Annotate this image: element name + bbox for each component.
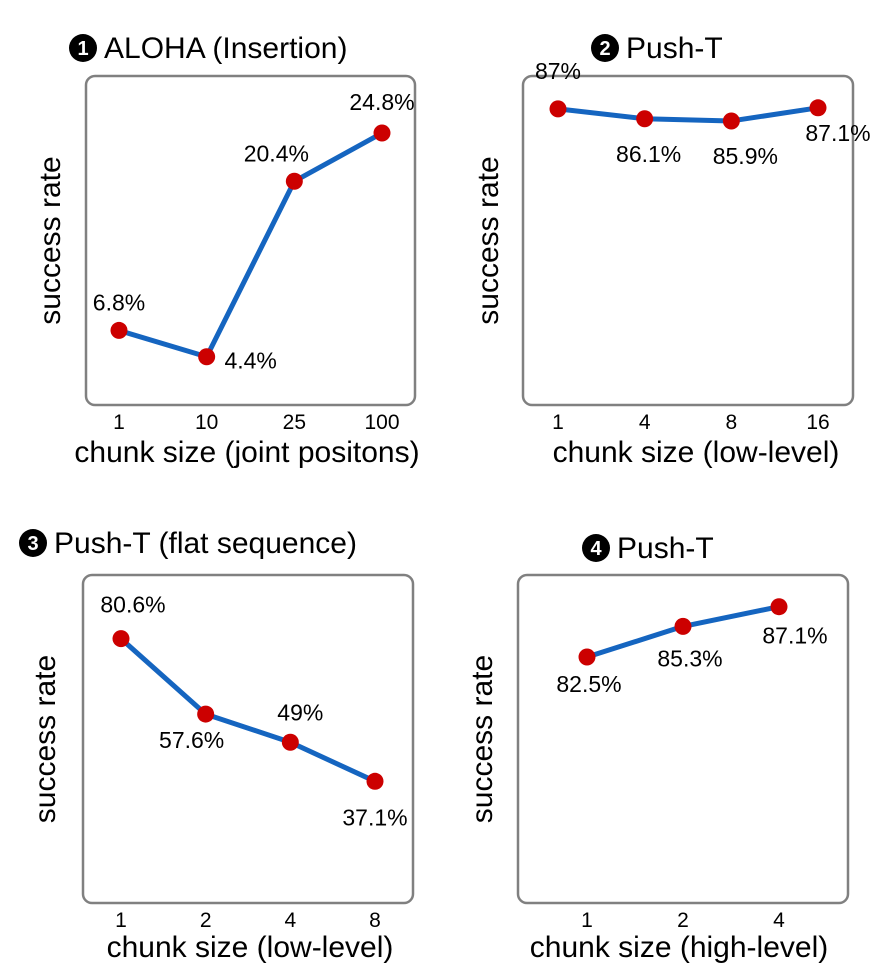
x-tick-label: 4 — [284, 909, 296, 932]
data-point — [110, 321, 128, 339]
x-tick-label: 1 — [115, 909, 127, 932]
data-point — [373, 124, 391, 142]
badge-number: 4 — [590, 538, 602, 560]
data-label: 80.6% — [100, 592, 165, 618]
data-label: 87.1% — [805, 120, 870, 146]
x-tick-label: 8 — [369, 909, 381, 932]
plot-frame — [516, 573, 850, 905]
chart-panel-3: Push-T (flat sequence) 3 success rate chunk… — [19, 527, 415, 964]
series-line — [116, 130, 385, 360]
data-point — [809, 99, 827, 117]
data-label: 87% — [535, 58, 581, 84]
x-tick-label: 4 — [639, 411, 651, 434]
badge-circle-icon — [582, 534, 610, 562]
data-label: 20.4% — [244, 140, 309, 166]
chart-title: Push-T (flat sequence) — [54, 527, 357, 560]
badge-number: 1 — [77, 38, 88, 60]
badge-number: 2 — [599, 38, 610, 60]
data-point — [578, 648, 596, 666]
data-point — [549, 100, 567, 118]
data-label: 82.5% — [556, 671, 621, 697]
data-label: 85.3% — [657, 645, 722, 671]
plot-frame — [81, 573, 415, 905]
y-axis-label: success rate — [472, 156, 505, 324]
chart-title: ALOHA (Insertion) — [104, 32, 347, 65]
data-label: 87.1% — [762, 623, 827, 649]
data-point — [197, 705, 215, 723]
y-axis-label: success rate — [29, 655, 62, 823]
plot-frame — [521, 74, 855, 407]
x-tick-label: 2 — [677, 909, 689, 932]
x-tick-label: 10 — [195, 411, 218, 434]
data-point — [636, 110, 654, 128]
x-axis-label: chunk size (low-level) — [553, 436, 840, 469]
x-tick-label: 16 — [806, 411, 829, 434]
x-tick-label: 8 — [725, 411, 737, 434]
data-label: 24.8% — [349, 89, 414, 115]
x-axis-label: chunk size (joint positons) — [74, 436, 419, 469]
x-tick-label: 4 — [773, 909, 785, 932]
series-line — [118, 636, 378, 784]
badge-number: 3 — [27, 533, 38, 555]
data-label: 85.9% — [713, 143, 778, 169]
data-label: 4.4% — [224, 348, 276, 374]
x-tick-label: 1 — [552, 411, 564, 434]
data-point — [722, 112, 740, 130]
chart-panel-2: Push-T 2 success rate chunk size (low-level… — [472, 32, 871, 469]
badge-circle-icon — [69, 34, 97, 62]
x-tick-label: 100 — [364, 411, 399, 434]
x-axis-label: chunk size (low-level) — [107, 931, 394, 964]
data-point — [366, 772, 384, 790]
data-label: 37.1% — [342, 804, 407, 830]
chart-title: Push-T — [626, 32, 723, 65]
chart-panel-1: ALOHA (Insertion) 1 success rate chunk size… — [34, 32, 420, 469]
data-point — [770, 598, 788, 616]
badge-circle-icon — [19, 529, 47, 557]
y-axis-label: success rate — [466, 655, 499, 823]
x-tick-label: 1 — [113, 411, 125, 434]
data-point — [281, 733, 299, 751]
chart-panel-4: Push-T 4 success rate chunk size (high-leve… — [466, 532, 850, 964]
data-label: 6.8% — [93, 289, 145, 315]
data-label: 57.6% — [159, 727, 224, 753]
data-point — [112, 630, 130, 648]
x-axis-label: chunk size (high-level) — [530, 931, 828, 964]
badge-circle-icon — [591, 34, 619, 62]
chart-title: Push-T — [617, 532, 714, 565]
series-line — [555, 105, 821, 124]
x-tick-label: 1 — [581, 909, 593, 932]
data-point — [674, 617, 692, 635]
x-tick-label: 2 — [200, 909, 212, 932]
data-label: 86.1% — [616, 141, 681, 167]
x-tick-label: 25 — [283, 411, 306, 434]
data-point — [198, 348, 216, 366]
data-point — [285, 172, 303, 190]
y-axis-label: success rate — [34, 156, 67, 324]
data-label: 49% — [277, 699, 323, 725]
